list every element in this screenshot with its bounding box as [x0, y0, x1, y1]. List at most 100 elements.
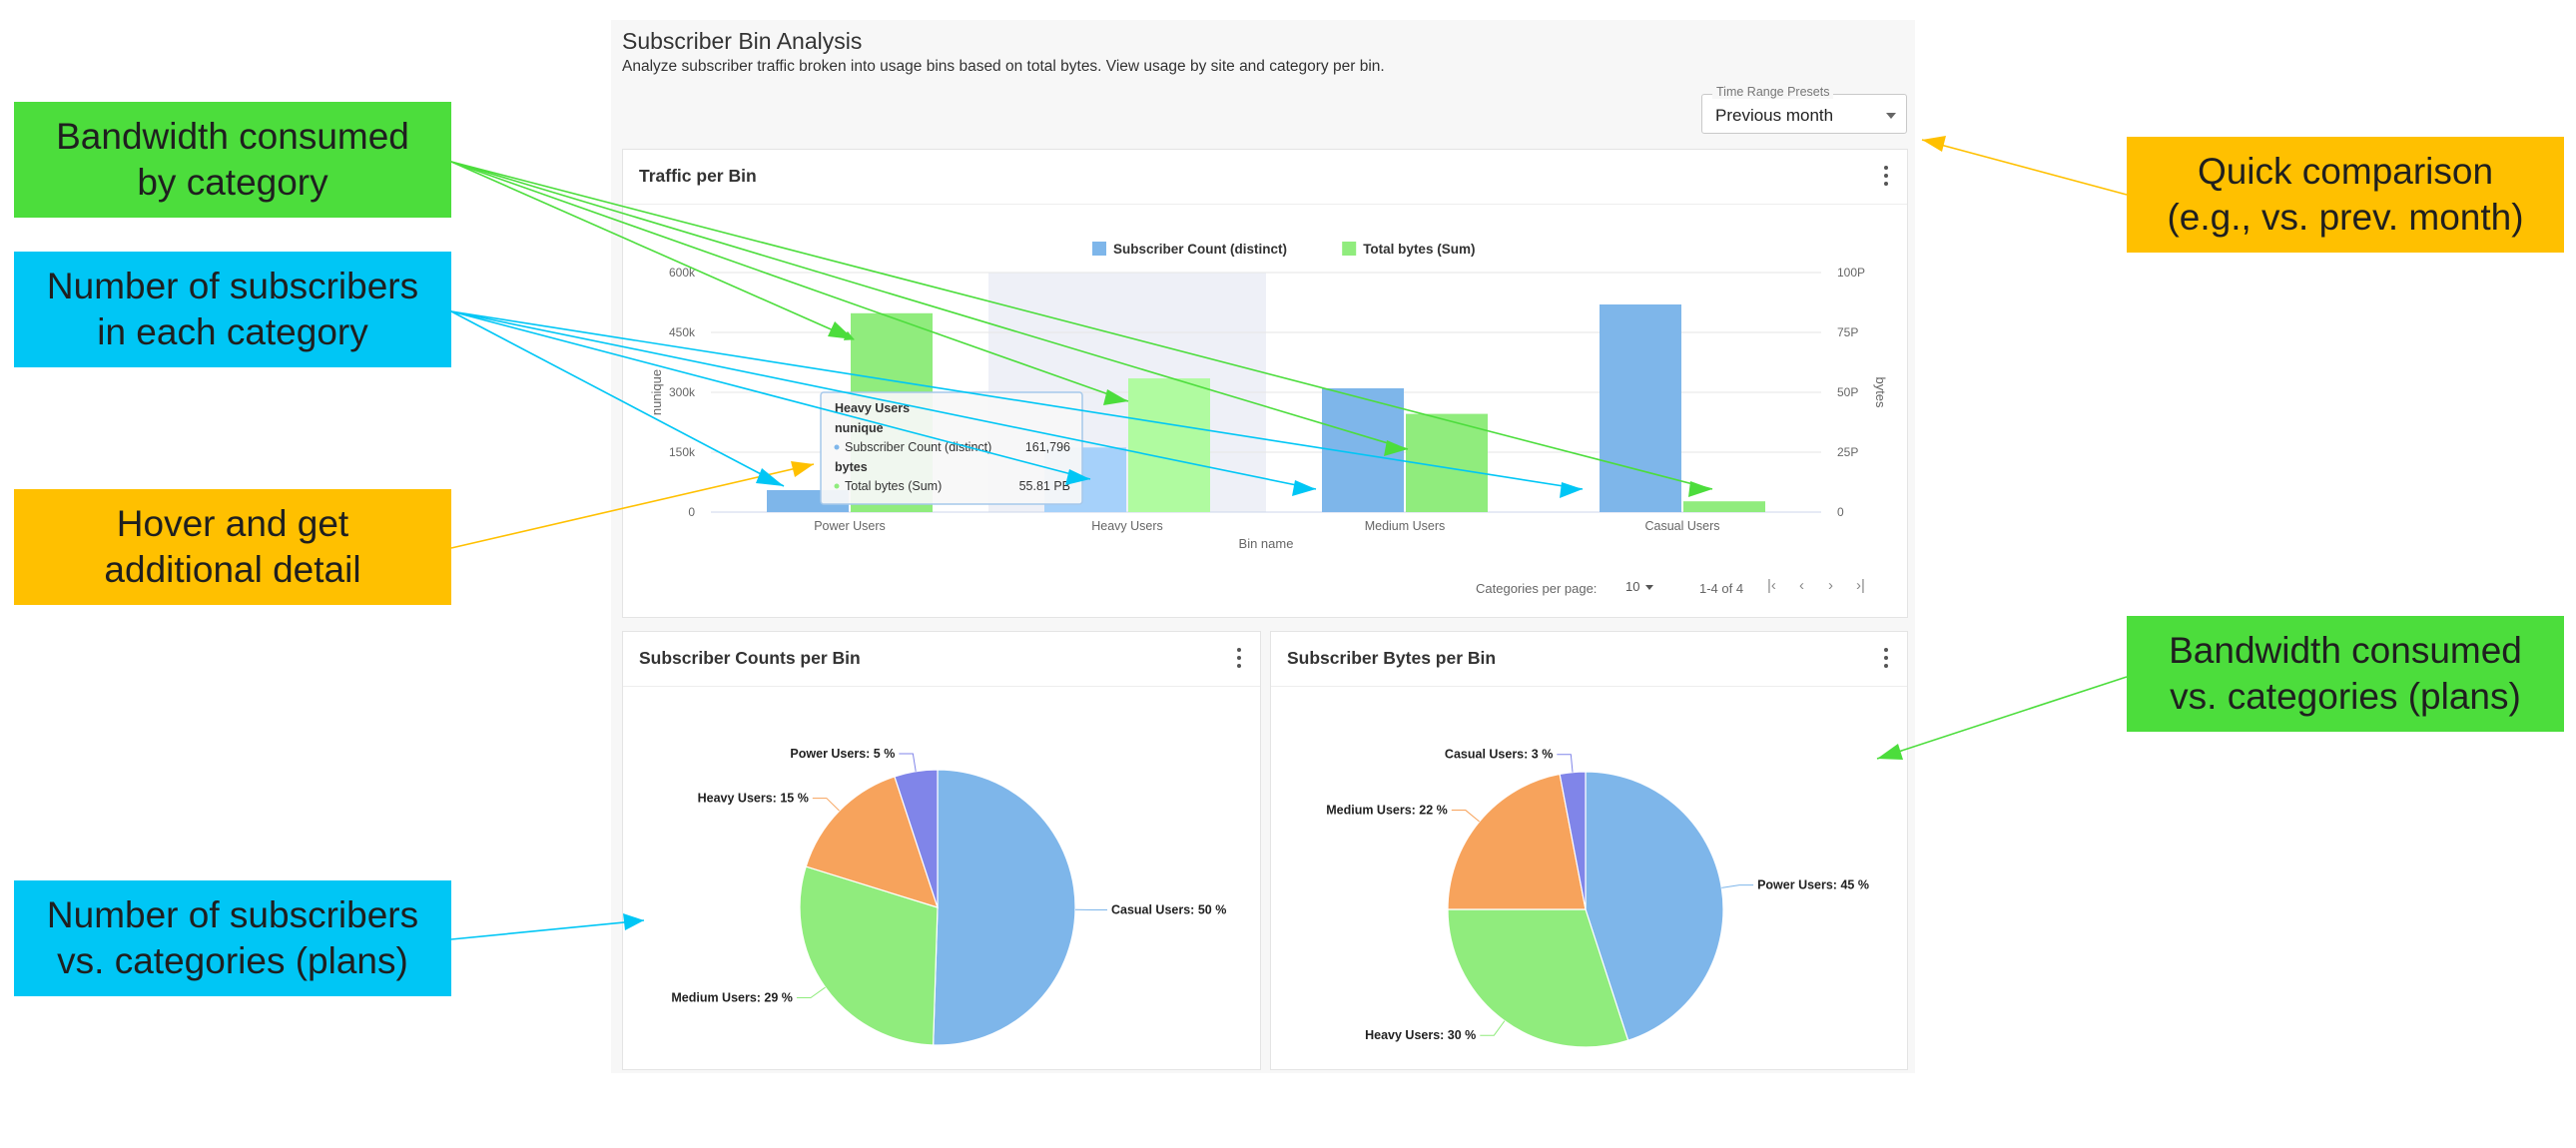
arrowhead	[1065, 469, 1090, 485]
y-right-tick: 0	[1837, 505, 1844, 519]
first-page-icon[interactable]: |‹	[1767, 577, 1776, 594]
tooltip-box	[820, 391, 1083, 505]
card-header: Traffic per Bin	[623, 150, 1907, 205]
hover-arrows	[450, 139, 2128, 549]
pie-slice[interactable]	[1447, 908, 1629, 1048]
time-range-preset-value: Previous month	[1715, 106, 1834, 125]
callout-bandwidth-by-category: Bandwidth consumed by category	[14, 102, 451, 218]
traffic-bar-chart: Subscriber Count (distinct) Total bytes (…	[649, 242, 1888, 551]
arrow	[450, 161, 1409, 450]
subscriber-bytes-card: Subscriber Bytes per Bin Power Users: 45…	[1270, 631, 1908, 1070]
x-axis-label: Bin name	[1239, 536, 1294, 551]
subscriber-counts-card: Subscriber Counts per Bin Casual Users: …	[622, 631, 1261, 1070]
arrowhead	[1292, 480, 1316, 496]
arrow	[450, 463, 815, 549]
pie-data-label: Power Users: 5 %	[790, 747, 895, 761]
subscriber-arrows	[450, 310, 1584, 940]
subscriber-bytes-pie: Power Users: 45 % Heavy Users: 30 % Medium…	[1326, 748, 1869, 1048]
pie-data-label: Power Users: 45 %	[1757, 878, 1869, 892]
arrowhead	[623, 913, 644, 930]
prev-page-icon[interactable]: ‹	[1799, 577, 1804, 594]
arrowheads	[623, 136, 1946, 930]
y-left-tick: 0	[688, 505, 695, 519]
pie-slice[interactable]	[894, 769, 939, 908]
x-tick-label: Heavy Users	[1091, 519, 1163, 533]
callout-quick-comparison: Quick comparison (e.g., vs. prev. month)	[2127, 137, 2564, 253]
time-range-preset-label: Time Range Presets	[1712, 85, 1834, 99]
pie-connector	[796, 986, 826, 998]
traffic-per-bin-card: Traffic per Bin Subscriber Count (distin…	[622, 149, 1908, 618]
dashboard-panel: Subscriber Bin Analysis Analyze subscrib…	[611, 20, 1915, 1073]
tooltip-row-value: 55.81 PB	[1019, 479, 1070, 493]
y-left-tick: 600k	[669, 266, 696, 280]
arrowhead	[1384, 440, 1408, 456]
pie-data-label: Casual Users: 3 %	[1445, 748, 1553, 762]
chart-pager: Categories per page: 10 1-4 of 4 |‹ ‹ › …	[623, 150, 1909, 619]
bar-total-bytes[interactable]	[1683, 501, 1765, 512]
legend-swatch	[1092, 242, 1106, 256]
chevron-down-icon	[1645, 585, 1654, 591]
y-right-tick: 75P	[1837, 325, 1858, 339]
legend-label[interactable]: Subscriber Count (distinct)	[1113, 242, 1287, 257]
arrowhead	[828, 321, 854, 339]
x-tick-label: Medium Users	[1365, 519, 1446, 533]
y-right-label: bytes	[1873, 376, 1888, 408]
arrow	[450, 919, 645, 940]
next-page-icon[interactable]: ›	[1828, 577, 1833, 594]
y-left-tick: 450k	[669, 325, 696, 339]
arrow	[1876, 676, 2128, 760]
arrow	[450, 161, 1129, 402]
arrow	[450, 161, 1713, 490]
arrow	[450, 310, 1317, 490]
legend-label[interactable]: Total bytes (Sum)	[1363, 242, 1475, 257]
bandwidth-arrows	[450, 161, 2128, 760]
x-tick-label: Casual Users	[1644, 519, 1719, 533]
arrow	[450, 161, 855, 340]
arrowhead	[1922, 136, 1946, 152]
pie-connector	[812, 798, 840, 812]
legend-swatch	[1342, 242, 1357, 256]
more-options-icon[interactable]	[1883, 166, 1889, 188]
card-header: Subscriber Counts per Bin	[623, 632, 1260, 687]
tooltip-row-label: Total bytes (Sum)	[845, 479, 942, 493]
y-left-label: nunique	[649, 369, 664, 415]
y-left-tick: 150k	[669, 445, 696, 459]
callout-subscribers-vs-plans: Number of subscribers vs. categories (pl…	[14, 880, 451, 996]
arrowhead	[1103, 389, 1128, 405]
bar-total-bytes[interactable]	[1128, 378, 1210, 512]
y-right-tick: 100P	[1837, 266, 1865, 280]
more-options-icon[interactable]	[1236, 648, 1242, 670]
arrow	[1921, 139, 2128, 196]
arrowhead	[1560, 482, 1583, 498]
pie-connector	[1557, 754, 1574, 773]
arrowhead	[1688, 481, 1712, 497]
page-title: Subscriber Bin Analysis	[622, 28, 863, 54]
tooltip-row-value: 161,796	[1025, 440, 1070, 454]
time-range-preset-select[interactable]: Time Range Presets Previous month	[1701, 85, 1907, 134]
tooltip-marker	[834, 444, 840, 450]
tooltip-group: nunique	[835, 421, 884, 435]
pie-slice[interactable]	[933, 769, 1076, 1046]
pie-connector	[1451, 810, 1480, 823]
card-header: Subscriber Bytes per Bin	[1271, 632, 1907, 687]
card-title: Traffic per Bin	[639, 166, 757, 186]
last-page-icon[interactable]: ›|	[1856, 577, 1865, 594]
card-title: Subscriber Counts per Bin	[639, 648, 861, 668]
pie-data-label: Medium Users: 29 %	[671, 990, 793, 1004]
arrow	[450, 310, 1091, 480]
callout-subscribers-per-category: Number of subscribers in each category	[14, 252, 451, 367]
tooltip-title: Heavy Users	[835, 401, 910, 415]
arrow	[450, 310, 1584, 490]
arrowhead	[1877, 744, 1903, 760]
subscriber-counts-pie: Casual Users: 50 % Medium Users: 29 % Heav…	[671, 747, 1226, 1046]
chart-legend: Subscriber Count (distinct) Total bytes (…	[1092, 242, 1475, 257]
arrowhead	[791, 461, 814, 477]
more-options-icon[interactable]	[1883, 648, 1889, 670]
pie-connector	[1480, 1020, 1506, 1036]
per-page-select[interactable]: 10	[1625, 579, 1654, 594]
pie-connector	[899, 753, 917, 772]
card-title: Subscriber Bytes per Bin	[1287, 648, 1497, 668]
per-page-value: 10	[1625, 579, 1640, 594]
